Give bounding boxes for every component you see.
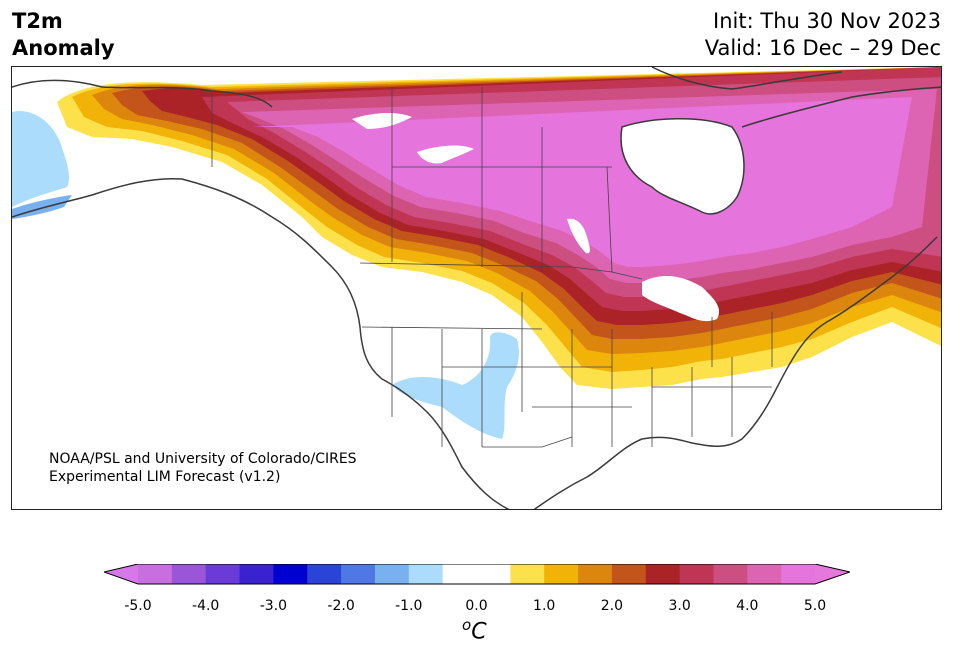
colorbar-tick-label: 2.0 [600, 598, 624, 614]
colorbar-cell [374, 564, 410, 584]
colorbar-cell [510, 564, 545, 584]
anomaly-band-9 [252, 97, 912, 267]
colorbar-cell [408, 564, 444, 584]
colorbar-tick-label: 4.0 [736, 598, 759, 614]
colorbar-cell [138, 564, 173, 584]
great-lakes [642, 275, 720, 322]
colorbar-unit-superscript: o [462, 616, 472, 634]
colorbar-tick-label: 5.0 [803, 598, 827, 614]
colorbar-unit-letter: C [471, 619, 487, 645]
colorbar-tick-label: 1.0 [533, 598, 556, 614]
colorbar-cell [341, 564, 376, 584]
colorbar-cell [171, 564, 207, 584]
hudson-bay [621, 118, 744, 214]
colorbar-cell [713, 564, 748, 584]
coastlines [12, 67, 941, 509]
anomaly-map [11, 66, 942, 510]
lake-winnipeg [567, 218, 590, 254]
colorbar-tick-label: -2.0 [327, 598, 355, 614]
colorbar-cell [476, 564, 511, 584]
variable-title-line1: T2m [12, 9, 63, 33]
colorbar-cell [239, 564, 274, 584]
cold-anomaly-southwest [392, 332, 519, 439]
forecast-dates: Init: Thu 30 Nov 2023 Valid: 16 Dec – 29… [705, 8, 941, 62]
valid-date-range: Valid: 16 Dec – 29 Dec [704, 36, 941, 60]
political-borders [211, 87, 773, 448]
colorbar-tick-label: -3.0 [259, 598, 288, 614]
credit-line-1: NOAA/PSL and University of Colorado/CIRE… [49, 451, 357, 467]
colorbar-tick-label: -5.0 [124, 598, 152, 614]
colorbar-over-arrow [815, 564, 850, 584]
colorbar-cell [781, 564, 816, 584]
colorbar-cells [138, 564, 816, 584]
colorbar-ticks: -5.0 -4.0 -3.0 -2.0 -1.0 0.0 1.0 2.0 3.0 4.0 5.0 [0, 598, 953, 618]
colorbar-tick-label: -4.0 [192, 598, 220, 614]
colorbar-cell [307, 564, 342, 584]
great-slave-lake [417, 145, 474, 164]
anomaly-map-svg [12, 67, 941, 509]
colorbar-outline [104, 564, 850, 585]
colorbar-under-arrow [104, 564, 138, 584]
colorbar-cell [442, 564, 477, 584]
colorbar-cell [544, 564, 579, 584]
colorbar-cell [611, 564, 647, 584]
colorbar-tick-label: -1.0 [395, 598, 423, 614]
cold-anomaly-alaska [12, 111, 70, 207]
colorbar-cell [273, 564, 308, 584]
init-date: Init: Thu 30 Nov 2023 [713, 9, 941, 33]
colorbar-cell [645, 564, 681, 584]
colorbar-cell [747, 564, 782, 584]
colorbar-tick-label: 0.0 [465, 598, 488, 614]
colorbar-cell [205, 564, 241, 584]
colorbar-cell [578, 564, 613, 584]
colorbar-unit: oC [462, 616, 487, 644]
colorbar-tick-label: 3.0 [668, 598, 691, 614]
great-bear-lake [352, 113, 412, 129]
credit-text: NOAA/PSL and University of Colorado/CIRE… [49, 450, 357, 486]
colorbar-cell [679, 564, 714, 584]
colorbar [104, 564, 850, 585]
variable-title: T2m Anomaly [12, 8, 115, 62]
variable-title-line2: Anomaly [12, 36, 115, 60]
credit-line-2: Experimental LIM Forecast (v1.2) [49, 469, 281, 485]
